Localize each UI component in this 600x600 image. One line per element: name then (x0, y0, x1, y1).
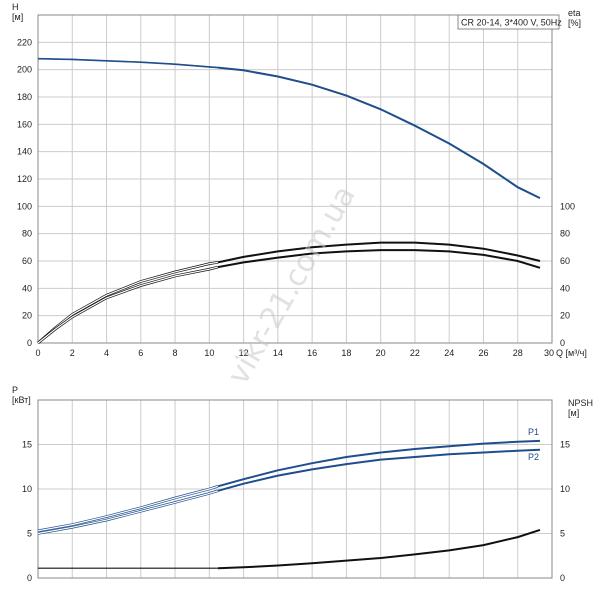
plot-frame (37, 14, 553, 344)
chart-title-box (457, 14, 560, 30)
y-tick-label-right: 10 (560, 484, 570, 494)
x-tick-label: 30 (544, 348, 554, 358)
x-tick-label: 14 (273, 348, 283, 358)
y-tick-label-right: 5 (560, 529, 565, 539)
x-tick-label: 10 (204, 348, 214, 358)
y-tick-label-right: 0 (560, 573, 565, 583)
series-label-p2: P2 (528, 452, 539, 462)
y-tick-label-left: 40 (22, 283, 32, 293)
y-tick-label-left: 220 (17, 37, 32, 47)
y-axis-label-left: H [м] (12, 2, 23, 22)
y-tick-label-left: 180 (17, 92, 32, 102)
y-tick-label-right: 20 (560, 311, 570, 321)
y-tick-label-right: 80 (560, 229, 570, 239)
x-tick-label: 0 (35, 348, 40, 358)
series-line-eta-2 (217, 249, 541, 269)
series-line-h-thin (37, 57, 218, 69)
series-line-eta-2-inner (37, 266, 219, 344)
y-tick-label-right: 60 (560, 256, 570, 266)
series-line-eta-1-inner (37, 261, 218, 344)
x-tick-label: 12 (239, 348, 249, 358)
y-tick-label-left: 140 (17, 147, 32, 157)
x-tick-label: 28 (513, 348, 523, 358)
y-tick-label-left: 0 (27, 338, 32, 348)
plot-frame (37, 399, 553, 579)
y-tick-label-left: 120 (17, 174, 32, 184)
y-tick-label-left: 200 (17, 65, 32, 75)
x-tick-label: 6 (138, 348, 143, 358)
y-tick-label-right: 100 (560, 201, 575, 211)
series-line-h (217, 66, 541, 199)
y-axis-label-right: eta [%] (568, 8, 581, 28)
y-tick-label-right: 40 (560, 283, 570, 293)
x-tick-label: 26 (478, 348, 488, 358)
series-line-eta-1-outer (37, 261, 219, 344)
y-tick-label-left: 5 (27, 529, 32, 539)
y-tick-label-right: 15 (560, 440, 570, 450)
x-tick-label: 4 (104, 348, 109, 358)
series-layer (37, 57, 541, 570)
y-tick-label-left: 10 (22, 484, 32, 494)
series-line-p1 (217, 439, 541, 488)
text-layer: Q [м³/ч] H [м] eta [%] P [кВт] NPSH [м] P1 P2 (12, 2, 593, 462)
series-label-p1: P1 (528, 427, 539, 437)
x-tick-label: 16 (307, 348, 317, 358)
chart-title: CR 20-14, 3*400 V, 50Hz (461, 18, 562, 28)
x-tick-label: 8 (173, 348, 178, 358)
series-line-p2-inner (37, 490, 219, 535)
y-axis-label-right: NPSH [м] (568, 398, 593, 418)
y-tick-label-left: 20 (22, 311, 32, 321)
series-line-eta-2-outer (37, 265, 219, 345)
series-line-p1-outer (37, 485, 219, 533)
y-axis-label-left: P [кВт] (12, 385, 31, 405)
series-line-npsh (217, 528, 541, 570)
x-tick-label: 20 (376, 348, 386, 358)
x-tick-label: 22 (410, 348, 420, 358)
x-tick-label: 24 (444, 348, 454, 358)
grid-layer (37, 14, 553, 579)
y-tick-label-left: 0 (27, 573, 32, 583)
x-axis-label: Q [м³/ч] (556, 348, 587, 358)
watermark-text: vikr-21.com.ua (221, 180, 363, 391)
series-line-p2 (217, 448, 541, 492)
tick-label-layer: 0204060801001201401601802002200204060801… (17, 37, 575, 583)
y-tick-label-left: 60 (22, 256, 32, 266)
y-tick-label-left: 15 (22, 440, 32, 450)
y-tick-label-left: 160 (17, 119, 32, 129)
frame-layer (37, 14, 553, 579)
y-tick-label-left: 100 (17, 201, 32, 211)
x-tick-label: 2 (70, 348, 75, 358)
y-tick-label-right: 0 (560, 338, 565, 348)
y-tick-label-left: 80 (22, 229, 32, 239)
series-line-p1-inner (37, 485, 219, 532)
series-line-eta-1 (217, 241, 541, 264)
x-tick-label: 18 (341, 348, 351, 358)
